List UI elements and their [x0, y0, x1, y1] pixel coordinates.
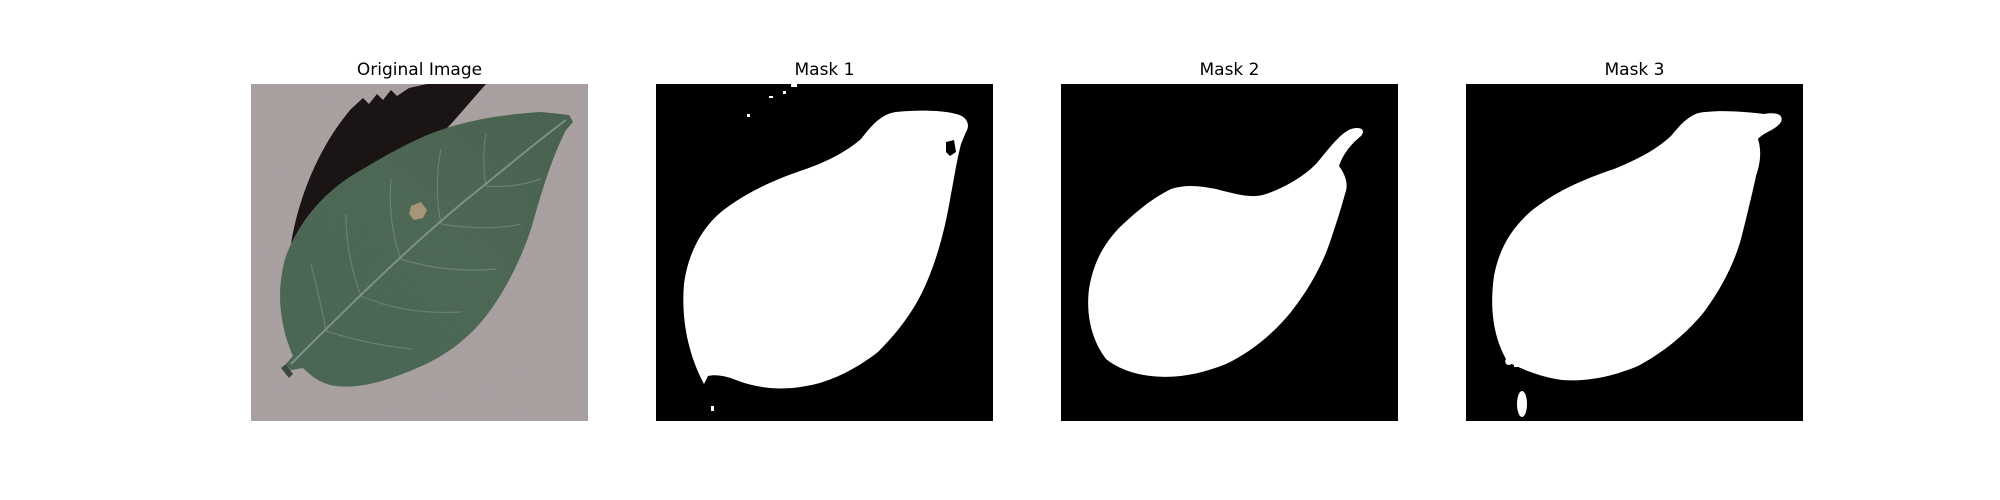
mask-image — [1061, 84, 1398, 421]
panel-original-image: Original Image — [251, 59, 588, 422]
mask-image — [656, 84, 993, 421]
panel-mask-1: Mask 1 — [656, 59, 993, 422]
panel-title: Mask 3 — [1604, 60, 1665, 80]
panel-mask-2: Mask 2 — [1061, 59, 1398, 422]
mask-image — [1466, 84, 1803, 421]
panel-title: Original Image — [356, 60, 483, 80]
panel-mask-3: Mask 3 — [1466, 59, 1803, 422]
leaf-photo — [251, 84, 588, 421]
panel-title: Mask 1 — [794, 60, 855, 80]
panel-title: Mask 2 — [1199, 60, 1260, 80]
